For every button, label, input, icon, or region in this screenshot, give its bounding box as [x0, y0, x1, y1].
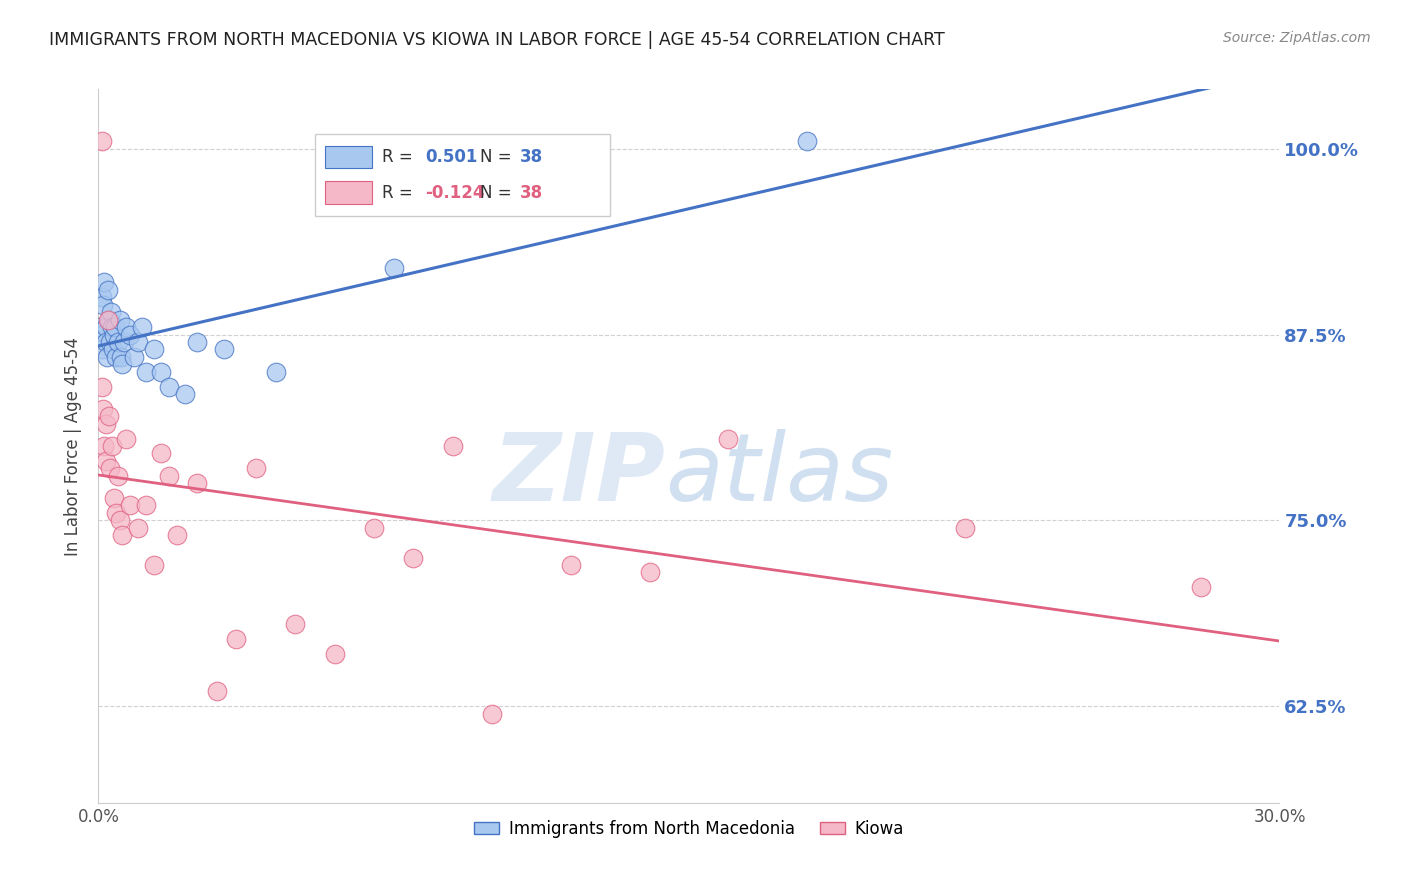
- Point: [101, 320, 124, 334]
- Point: [107, 334, 129, 349]
- Text: ZIP: ZIP: [492, 428, 665, 521]
- Point: [142, 558, 165, 572]
- Point: [115, 432, 138, 446]
- Point: [638, 566, 661, 580]
- Point: [166, 528, 188, 542]
- Point: [186, 476, 208, 491]
- Point: [127, 334, 149, 349]
- Point: [94, 417, 117, 431]
- Point: [157, 379, 180, 393]
- Point: [363, 521, 385, 535]
- Point: [108, 513, 131, 527]
- Point: [110, 350, 132, 364]
- Text: R =: R =: [382, 184, 418, 202]
- Point: [111, 357, 134, 371]
- Y-axis label: In Labor Force | Age 45-54: In Labor Force | Age 45-54: [65, 336, 83, 556]
- Point: [97, 312, 120, 326]
- Point: [205, 684, 228, 698]
- Point: [107, 468, 129, 483]
- Point: [104, 320, 127, 334]
- Point: [108, 312, 131, 326]
- Point: [118, 499, 141, 513]
- Point: [112, 334, 135, 349]
- Point: [90, 379, 112, 393]
- Text: R =: R =: [382, 148, 418, 166]
- Point: [150, 365, 173, 379]
- Point: [115, 320, 138, 334]
- Point: [225, 632, 247, 647]
- Point: [1189, 580, 1212, 594]
- Point: [89, 320, 111, 334]
- Point: [402, 550, 425, 565]
- Point: [103, 343, 125, 357]
- Point: [135, 499, 157, 513]
- Point: [103, 491, 125, 505]
- Point: [264, 365, 287, 379]
- Point: [174, 387, 197, 401]
- Point: [122, 350, 145, 364]
- Point: [150, 446, 173, 460]
- Point: [98, 409, 121, 424]
- Point: [96, 350, 118, 364]
- Point: [98, 334, 121, 349]
- Point: [127, 521, 149, 535]
- Text: -0.124: -0.124: [425, 184, 485, 202]
- Point: [135, 365, 157, 379]
- Point: [93, 276, 115, 290]
- Point: [111, 528, 134, 542]
- Text: Source: ZipAtlas.com: Source: ZipAtlas.com: [1223, 31, 1371, 45]
- Point: [560, 558, 582, 572]
- Point: [118, 327, 141, 342]
- Point: [93, 439, 115, 453]
- Point: [284, 617, 307, 632]
- Text: atlas: atlas: [665, 429, 894, 520]
- Point: [91, 298, 114, 312]
- Point: [717, 432, 740, 446]
- Point: [91, 134, 114, 148]
- Point: [245, 461, 267, 475]
- Point: [97, 283, 120, 297]
- Bar: [315, 134, 610, 216]
- Point: [90, 327, 112, 342]
- Point: [186, 334, 208, 349]
- Point: [953, 521, 976, 535]
- Point: [91, 290, 114, 304]
- Point: [796, 134, 818, 148]
- Text: N =: N =: [481, 148, 517, 166]
- Point: [481, 706, 503, 721]
- Point: [91, 401, 114, 416]
- Text: 38: 38: [520, 148, 543, 166]
- Point: [157, 468, 180, 483]
- Point: [105, 506, 128, 520]
- Point: [100, 305, 122, 319]
- Point: [96, 334, 118, 349]
- Point: [441, 439, 464, 453]
- Point: [96, 454, 118, 468]
- Point: [142, 343, 165, 357]
- Point: [323, 647, 346, 661]
- Text: IMMIGRANTS FROM NORTH MACEDONIA VS KIOWA IN LABOR FORCE | AGE 45-54 CORRELATION : IMMIGRANTS FROM NORTH MACEDONIA VS KIOWA…: [49, 31, 945, 49]
- Point: [98, 312, 121, 326]
- Text: N =: N =: [481, 184, 517, 202]
- Bar: [325, 181, 373, 203]
- Point: [105, 350, 128, 364]
- Bar: [325, 145, 373, 168]
- Point: [91, 343, 114, 357]
- Legend: Immigrants from North Macedonia, Kiowa: Immigrants from North Macedonia, Kiowa: [467, 814, 911, 845]
- Point: [382, 260, 405, 275]
- Point: [103, 327, 125, 342]
- Point: [101, 439, 124, 453]
- Point: [94, 320, 117, 334]
- Text: 38: 38: [520, 184, 543, 202]
- Text: 0.501: 0.501: [425, 148, 478, 166]
- Point: [131, 320, 153, 334]
- Point: [98, 461, 121, 475]
- Point: [214, 343, 236, 357]
